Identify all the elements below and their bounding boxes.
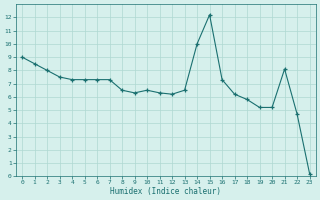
X-axis label: Humidex (Indice chaleur): Humidex (Indice chaleur) — [110, 187, 221, 196]
